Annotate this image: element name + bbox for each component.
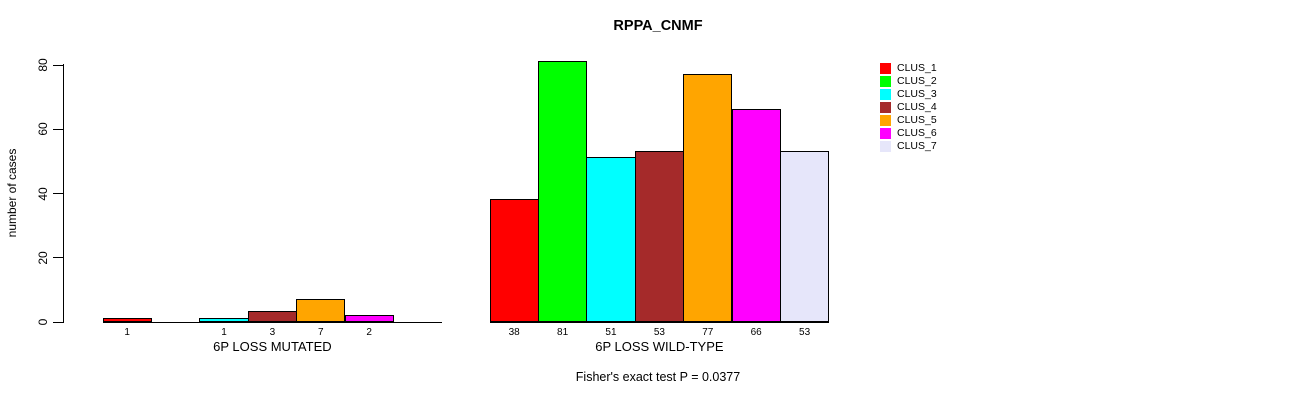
bar-value-label: 3 bbox=[269, 327, 276, 338]
y-tick-mark bbox=[53, 257, 63, 259]
legend-swatch-clus_5 bbox=[880, 115, 891, 126]
y-axis-line bbox=[63, 64, 64, 323]
bar-clus_4 bbox=[247, 311, 298, 322]
bar-value-label: 53 bbox=[799, 327, 811, 338]
y-tick-label: 0 bbox=[36, 318, 50, 326]
y-tick-mark bbox=[53, 321, 63, 323]
bar-value-label: 51 bbox=[605, 327, 617, 338]
bar-value-label: 7 bbox=[318, 327, 324, 338]
bar-value-label: 38 bbox=[508, 327, 520, 338]
fisher-test-annotation: Fisher's exact test P = 0.0377 bbox=[575, 370, 741, 384]
bar-clus_6 bbox=[731, 108, 781, 322]
group-label: 6P LOSS WILD-TYPE bbox=[595, 339, 724, 354]
bar-value-label: 81 bbox=[557, 327, 569, 338]
y-tick-label: 40 bbox=[36, 186, 50, 201]
y-tick-label: 20 bbox=[36, 251, 50, 265]
legend-label: CLUS_6 bbox=[897, 127, 937, 139]
legend-item-clus_6: CLUS_6 bbox=[880, 127, 937, 140]
legend-swatch-clus_3 bbox=[880, 89, 891, 100]
bar-value-label: 77 bbox=[702, 327, 714, 338]
bar-clus_2 bbox=[537, 60, 588, 322]
legend-swatch-clus_2 bbox=[880, 76, 891, 87]
legend-label: CLUS_7 bbox=[897, 140, 937, 152]
group-label: 6P LOSS MUTATED bbox=[213, 339, 332, 354]
bar-clus_5 bbox=[296, 298, 346, 322]
bar-clus_1 bbox=[102, 317, 152, 322]
bar-clus_6 bbox=[344, 314, 394, 322]
legend-item-clus_3: CLUS_3 bbox=[880, 88, 937, 101]
bar-clus_5 bbox=[683, 73, 733, 322]
legend-item-clus_4: CLUS_4 bbox=[880, 101, 937, 114]
bar-value-label: 1 bbox=[124, 327, 130, 338]
legend-label: CLUS_2 bbox=[897, 75, 937, 87]
y-tick-mark bbox=[53, 64, 63, 66]
y-tick-mark bbox=[53, 193, 63, 194]
y-tick-label: 80 bbox=[36, 58, 50, 72]
legend-label: CLUS_3 bbox=[897, 88, 937, 100]
legend-swatch-clus_6 bbox=[880, 128, 891, 139]
x-axis-baseline bbox=[103, 322, 442, 323]
chart-title: RPPA_CNMF bbox=[613, 18, 703, 34]
y-tick-mark bbox=[53, 128, 63, 130]
bar-clus_3 bbox=[586, 157, 636, 322]
legend-label: CLUS_4 bbox=[897, 101, 937, 113]
bar-clus_1 bbox=[489, 198, 539, 322]
bar-clus_7 bbox=[779, 150, 830, 322]
bar-clus_4 bbox=[634, 150, 685, 322]
legend-label: CLUS_1 bbox=[897, 62, 937, 74]
bar-clus_3 bbox=[199, 317, 249, 322]
legend-label: CLUS_5 bbox=[897, 114, 937, 126]
legend-swatch-clus_1 bbox=[880, 63, 891, 74]
x-axis-baseline bbox=[490, 322, 829, 323]
bar-value-label: 2 bbox=[366, 327, 372, 338]
bar-value-label: 53 bbox=[653, 327, 665, 338]
bar-value-label: 66 bbox=[750, 327, 762, 338]
y-tick-label: 60 bbox=[36, 122, 50, 136]
legend-item-clus_7: CLUS_7 bbox=[880, 140, 937, 153]
legend-item-clus_5: CLUS_5 bbox=[880, 114, 937, 127]
y-axis-label: number of cases bbox=[5, 148, 19, 238]
legend-swatch-clus_7 bbox=[880, 141, 891, 152]
legend-item-clus_1: CLUS_1 bbox=[880, 62, 937, 75]
legend-swatch-clus_4 bbox=[880, 102, 891, 113]
bar-value-label: 1 bbox=[221, 327, 227, 338]
legend-item-clus_2: CLUS_2 bbox=[880, 75, 937, 88]
